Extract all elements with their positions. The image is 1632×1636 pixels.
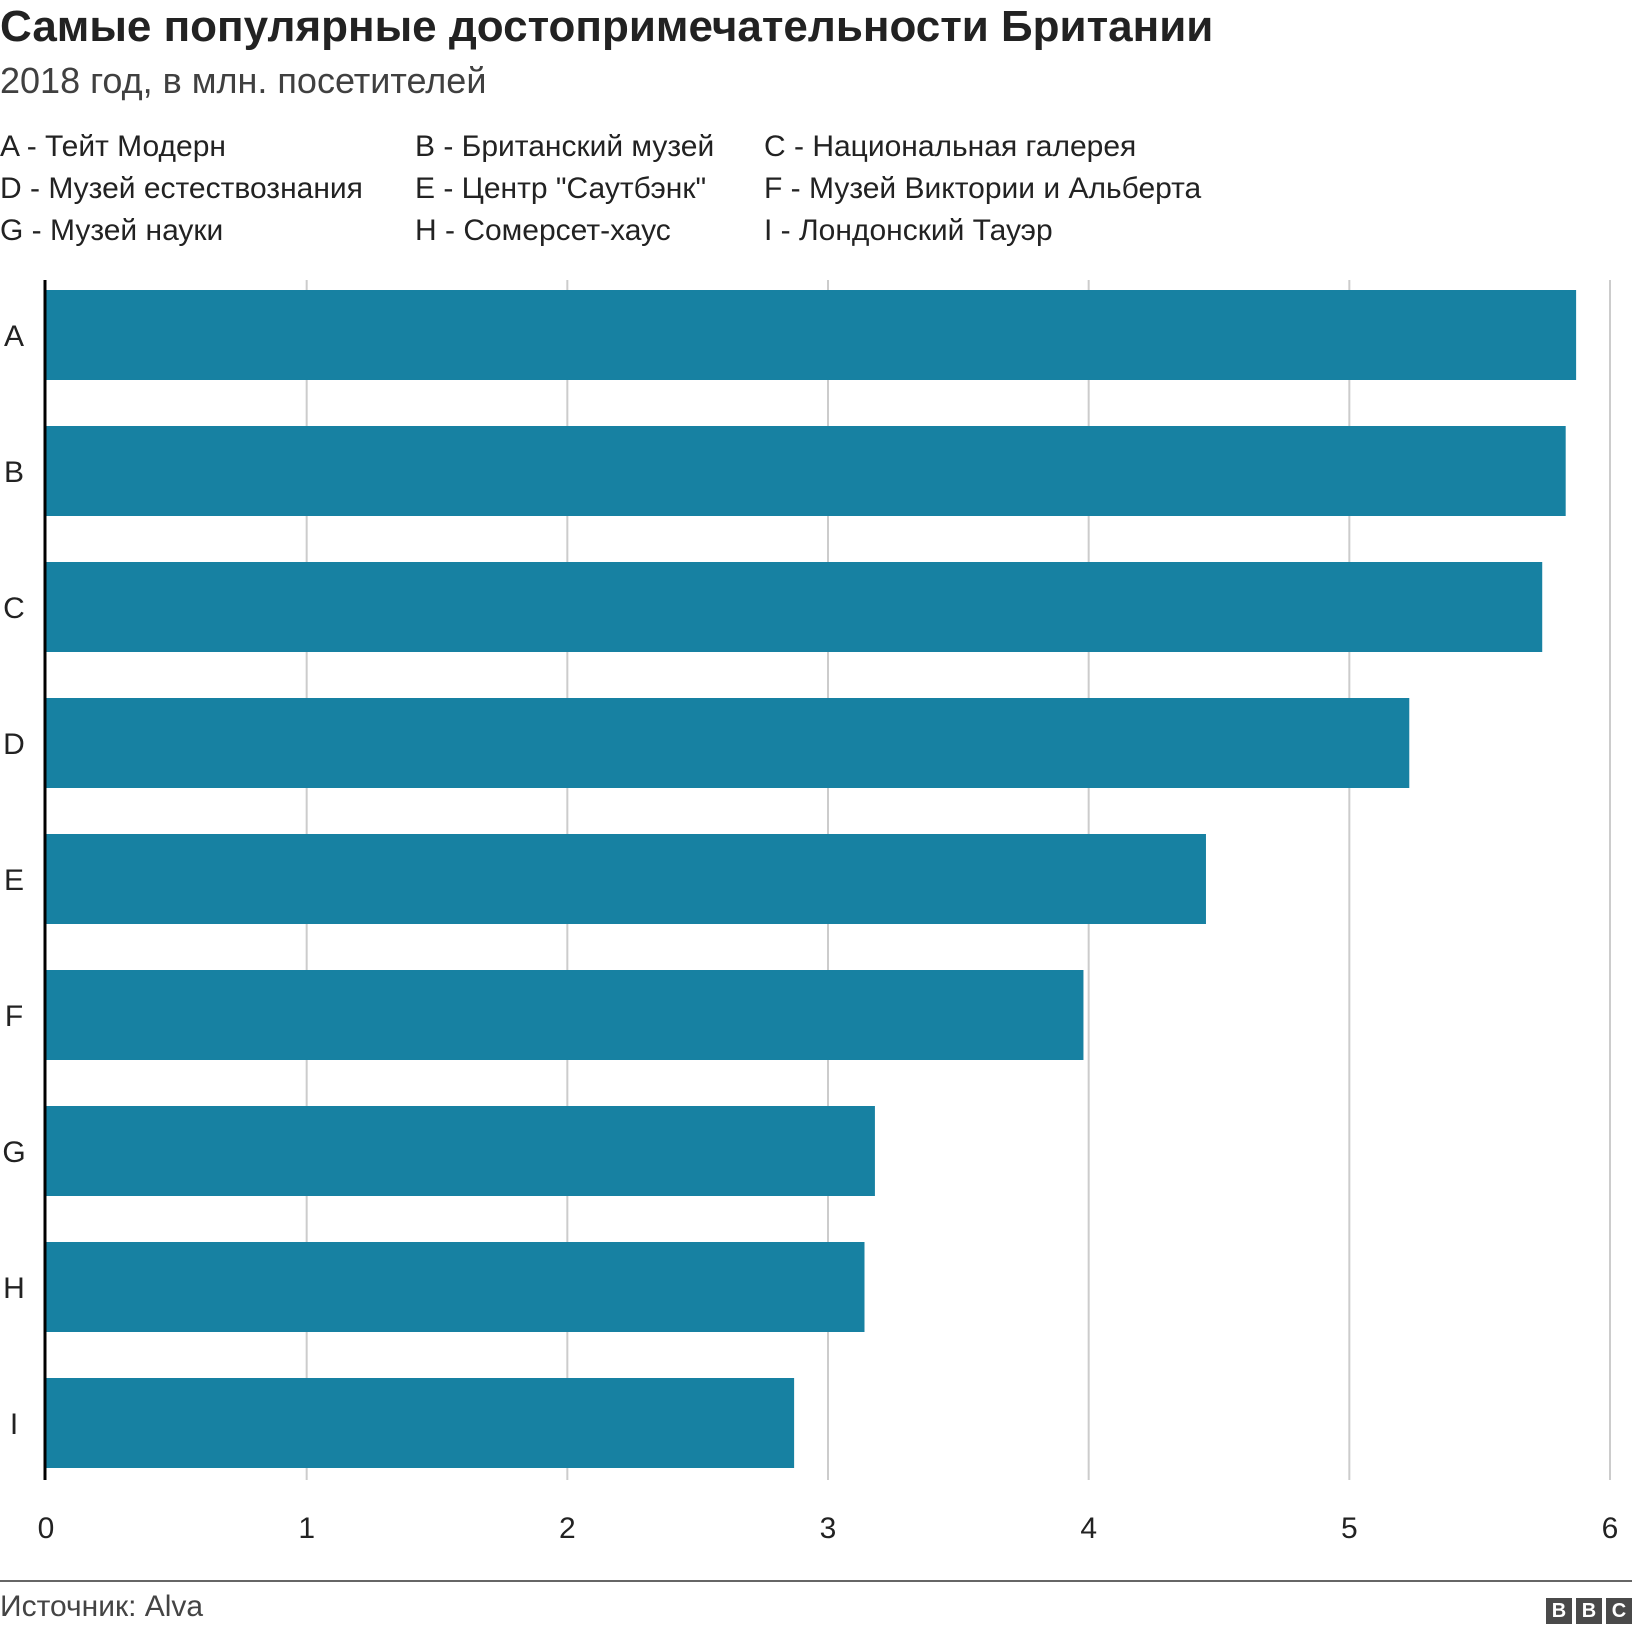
source-note: Источник: Alva: [0, 1590, 204, 1623]
legend-entry-a: A - Тейт Модерн: [0, 130, 226, 163]
bar-d: [46, 698, 1410, 788]
category-label-f: F: [5, 1000, 23, 1033]
legend-entry-b: B - Британский музей: [415, 130, 715, 163]
bar-g: [46, 1106, 875, 1196]
x-tick-label: 0: [38, 1512, 55, 1545]
bar-a: [46, 290, 1577, 380]
x-tick-label: 6: [1602, 1512, 1619, 1545]
legend-entry-i: I - Лондонский Тауэр: [764, 214, 1053, 247]
bar-chart: A B C D E F G H I 0 1 2 3 4 5 6: [2, 280, 1619, 1545]
category-label-e: E: [4, 864, 24, 897]
x-tick-label: 3: [820, 1512, 837, 1545]
x-tick-label: 4: [1080, 1512, 1097, 1545]
x-tick-label: 5: [1341, 1512, 1358, 1545]
bar-f: [46, 970, 1084, 1060]
legend-entry-c: C - Национальная галерея: [764, 130, 1137, 163]
category-label-i: I: [10, 1408, 18, 1441]
legend-entry-f: F - Музей Виктории и Альберта: [764, 172, 1202, 205]
legend-entry-d: D - Музей естествознания: [0, 172, 363, 205]
chart-subtitle: 2018 год, в млн. посетителей: [0, 60, 487, 101]
chart-title: Самые популярные достопримечательности Б…: [0, 2, 1214, 51]
x-tick-label: 1: [298, 1512, 315, 1545]
bbc-logo-letter: C: [1606, 1598, 1632, 1624]
bar-e: [46, 834, 1206, 924]
bar-i: [46, 1378, 795, 1468]
bar-c: [46, 562, 1543, 652]
category-label-g: G: [2, 1136, 25, 1169]
bbc-logo-letter: B: [1576, 1598, 1602, 1624]
category-label-h: H: [3, 1272, 25, 1305]
legend-entry-h: H - Сомерсет-хаус: [415, 214, 671, 247]
bar-h: [46, 1242, 865, 1332]
footer-divider: [0, 1580, 1632, 1582]
x-tick-label: 2: [559, 1512, 576, 1545]
bbc-logo: B B C: [1546, 1598, 1632, 1624]
category-label-c: C: [3, 592, 25, 625]
category-label-b: B: [4, 456, 24, 489]
legend-entry-e: E - Центр "Саутбэнк": [415, 172, 707, 205]
legend: A - Тейт Модерн B - Британский музей C -…: [0, 130, 1632, 260]
bar-b: [46, 426, 1566, 516]
category-label-a: A: [4, 320, 24, 353]
bbc-logo-letter: B: [1546, 1598, 1572, 1624]
category-label-d: D: [3, 728, 25, 761]
legend-entry-g: G - Музей науки: [0, 214, 224, 247]
